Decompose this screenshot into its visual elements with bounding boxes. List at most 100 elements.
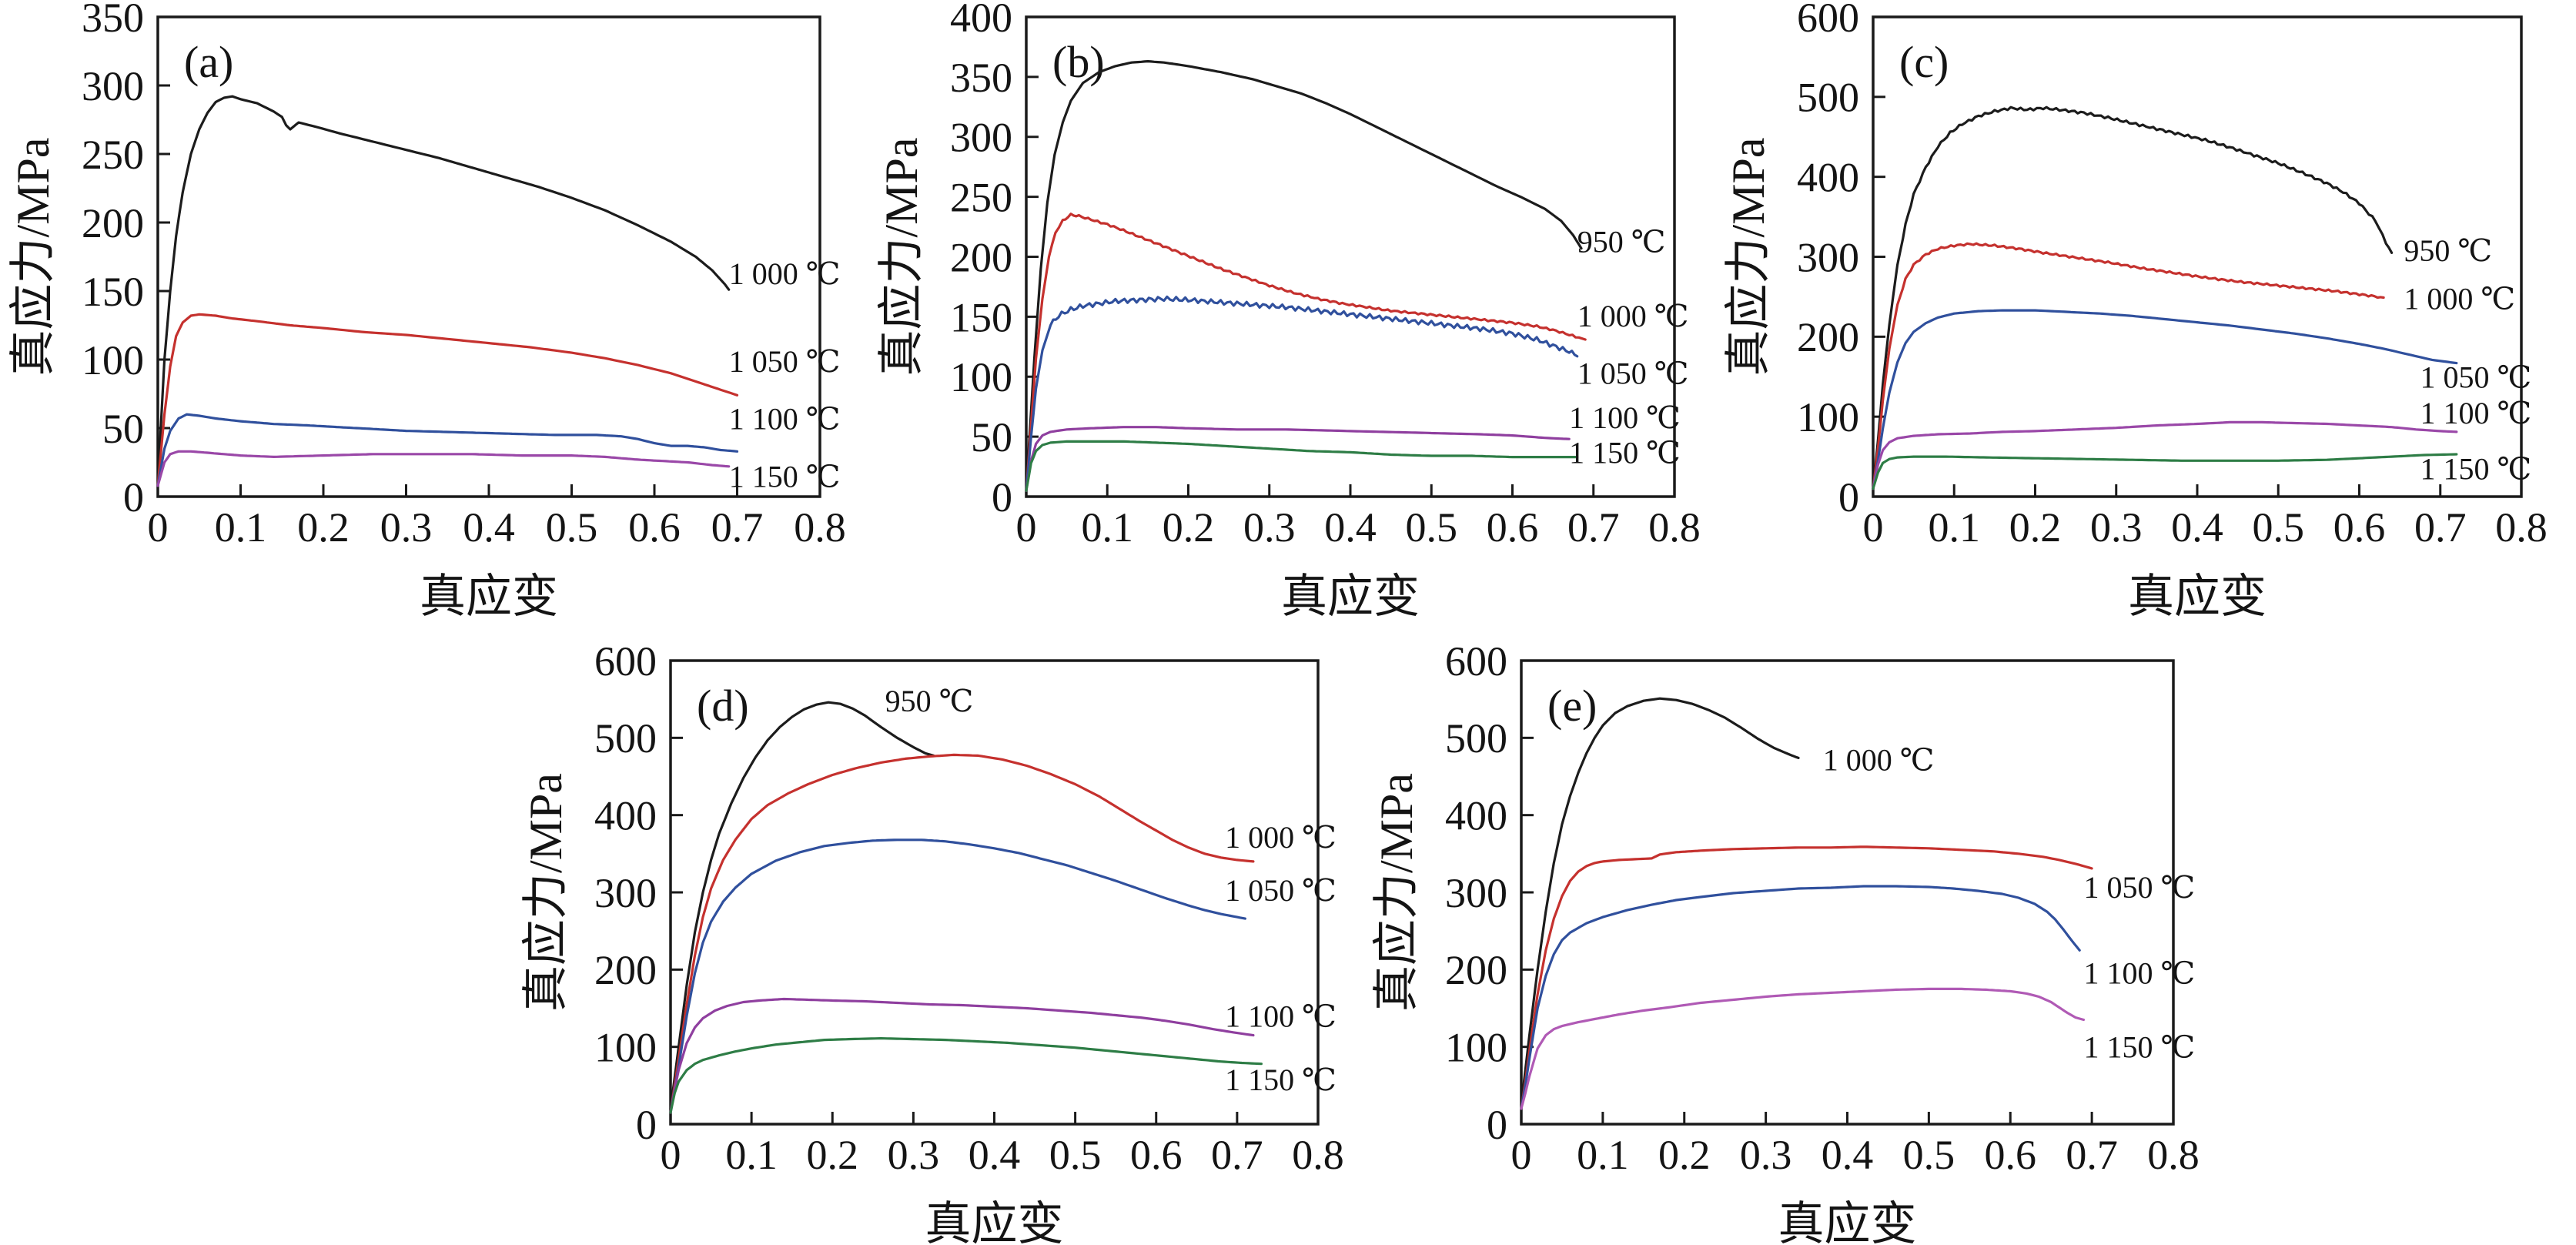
panel-letter: (c) bbox=[1899, 37, 1949, 87]
y-tick-label: 0 bbox=[992, 474, 1012, 520]
x-tick-label: 0.3 bbox=[380, 504, 433, 551]
x-tick-label: 0.4 bbox=[1324, 504, 1377, 551]
x-tick-label: 0.2 bbox=[297, 504, 350, 551]
series-curve-1000 bbox=[1520, 697, 1800, 1106]
x-axis-title: 真应变 bbox=[1281, 571, 1420, 622]
x-tick-label: 0.5 bbox=[2253, 504, 2305, 551]
x-tick-label: 0.5 bbox=[546, 504, 598, 551]
series-label-1150: 1 150 ℃ bbox=[1569, 435, 1681, 470]
y-tick-label: 50 bbox=[971, 414, 1012, 460]
x-tick-label: 0.8 bbox=[1648, 504, 1701, 551]
x-tick-label: 0.6 bbox=[1130, 1132, 1183, 1178]
x-tick-label: 0.7 bbox=[1211, 1132, 1263, 1178]
series-curve-1050 bbox=[1520, 845, 2093, 1110]
series-label-1000: 1 000 ℃ bbox=[2404, 281, 2515, 316]
series-curve-1150 bbox=[1520, 987, 2086, 1110]
chart-panel-a: 0 0.1 0.2 0.3 0.4 0.5 0.6 0.7 0.8 0 50 100 150 200 250… bbox=[8, 0, 846, 622]
y-tick-label: 250 bbox=[82, 132, 144, 178]
series-label-1150: 1 150 ℃ bbox=[729, 459, 841, 494]
series-curve-1100 bbox=[1025, 426, 1571, 492]
y-tick-label: 350 bbox=[82, 0, 144, 41]
x-tick-label: 0.6 bbox=[628, 504, 681, 551]
x-tick-label: 0.1 bbox=[1082, 504, 1134, 551]
series-curve-1150 bbox=[1025, 440, 1579, 492]
x-axis-title: 真应变 bbox=[2128, 571, 2267, 622]
x-tick-label: 0.2 bbox=[2009, 504, 2062, 551]
series-label-1100: 1 100 ℃ bbox=[2084, 956, 2196, 990]
y-tick-label: 50 bbox=[102, 406, 144, 452]
x-tick-label: 0.4 bbox=[1822, 1132, 1874, 1178]
y-tick-label: 600 bbox=[1797, 0, 1859, 41]
x-tick-label: 0.8 bbox=[794, 504, 846, 551]
series-label-1050: 1 050 ℃ bbox=[729, 344, 841, 379]
series-curve-1100 bbox=[669, 997, 1255, 1114]
y-tick-label: 600 bbox=[594, 638, 657, 684]
series-label-1050: 1 050 ℃ bbox=[2420, 360, 2531, 394]
y-tick-label: 350 bbox=[950, 55, 1012, 101]
chart-panel-c: 0 0.1 0.2 0.3 0.4 0.5 0.6 0.7 0.8 0 100 200 300 400 50… bbox=[1723, 0, 2548, 622]
series-label-950: 950 ℃ bbox=[885, 684, 974, 718]
y-tick-label: 300 bbox=[82, 63, 144, 109]
y-tick-label: 0 bbox=[1487, 1102, 1507, 1148]
series-curve-1050 bbox=[1872, 309, 2458, 490]
y-tick-label: 300 bbox=[950, 115, 1012, 161]
x-tick-label: 0.3 bbox=[2090, 504, 2143, 551]
x-tick-label: 0.8 bbox=[2147, 1132, 2200, 1178]
x-tick-label: 0.7 bbox=[2066, 1132, 2118, 1178]
chart-panel-b: 0 0.1 0.2 0.3 0.4 0.5 0.6 0.7 0.8050100150200250… bbox=[876, 0, 1701, 622]
y-tick-label: 200 bbox=[950, 234, 1012, 280]
y-tick-label: 0 bbox=[636, 1102, 657, 1148]
series-label-1050: 1 050 ℃ bbox=[1225, 873, 1337, 908]
x-tick-label: 0.2 bbox=[1658, 1132, 1711, 1178]
y-tick-label: 300 bbox=[1797, 234, 1859, 280]
y-axis-title: 真应力/MPa bbox=[520, 773, 571, 1012]
x-tick-label: 0.6 bbox=[2333, 504, 2386, 551]
y-tick-label: 250 bbox=[950, 175, 1012, 221]
x-tick-label: 0.6 bbox=[1487, 504, 1539, 551]
x-tick-label: 0.4 bbox=[463, 504, 515, 551]
series-label-1000: 1 000 ℃ bbox=[729, 256, 841, 291]
y-tick-label: 150 bbox=[950, 294, 1012, 340]
y-axis-title: 真应力/MPa bbox=[8, 137, 59, 376]
series-curve-1100 bbox=[1872, 420, 2458, 490]
series-label-1000: 1 000 ℃ bbox=[1823, 742, 1935, 777]
series-curve-1150 bbox=[156, 450, 731, 487]
y-tick-label: 100 bbox=[1445, 1025, 1507, 1071]
series-label-1100: 1 100 ℃ bbox=[1569, 400, 1681, 435]
series-label-1150: 1 150 ℃ bbox=[2084, 1030, 2196, 1065]
series-curve-1100 bbox=[156, 413, 739, 487]
series-curve-1150 bbox=[669, 1037, 1263, 1114]
panel-letter: (a) bbox=[184, 37, 233, 87]
plot-frame bbox=[156, 15, 821, 498]
x-tick-label: 0.3 bbox=[1740, 1132, 1792, 1178]
series-label-1000: 1 000 ℃ bbox=[1577, 299, 1689, 333]
plot-frame bbox=[669, 659, 1320, 1126]
chart-panel-e: 0 0.1 0.2 0.3 0.4 0.5 0.6 0.7 0.8 0 100 200 300 400 50… bbox=[1371, 638, 2200, 1245]
series-curve-950 bbox=[669, 701, 935, 1110]
series-label-1150: 1 150 ℃ bbox=[1225, 1063, 1337, 1097]
x-tick-label: 0.1 bbox=[1929, 504, 1981, 551]
series-label-1150: 1 150 ℃ bbox=[2420, 452, 2531, 487]
y-tick-label: 100 bbox=[82, 337, 144, 383]
y-tick-label: 0 bbox=[1838, 474, 1859, 520]
chart-panel-d: 0 0.1 0.2 0.3 0.4 0.5 0.6 0.7 0.8 0 100 200 300 400 50… bbox=[520, 638, 1344, 1245]
y-tick-label: 400 bbox=[1445, 793, 1507, 839]
y-tick-label: 200 bbox=[1797, 314, 1859, 360]
x-tick-label: 0 bbox=[148, 504, 169, 551]
x-tick-label: 0.2 bbox=[807, 1132, 859, 1178]
x-tick-label: 0.3 bbox=[888, 1132, 940, 1178]
y-tick-label: 100 bbox=[594, 1025, 657, 1071]
series-curve-1000 bbox=[1872, 242, 2385, 490]
y-tick-label: 100 bbox=[950, 354, 1012, 400]
y-tick-label: 400 bbox=[1797, 155, 1859, 201]
x-tick-label: 0.2 bbox=[1163, 504, 1215, 551]
y-axis-title: 真应力/MPa bbox=[876, 137, 927, 376]
series-label-950: 950 ℃ bbox=[2404, 233, 2492, 268]
x-tick-label: 0.1 bbox=[725, 1132, 778, 1178]
series-curve-1050 bbox=[1025, 295, 1579, 492]
x-axis-title: 真应变 bbox=[420, 571, 558, 622]
series-curve-1050 bbox=[669, 838, 1246, 1114]
y-tick-label: 400 bbox=[594, 793, 657, 839]
